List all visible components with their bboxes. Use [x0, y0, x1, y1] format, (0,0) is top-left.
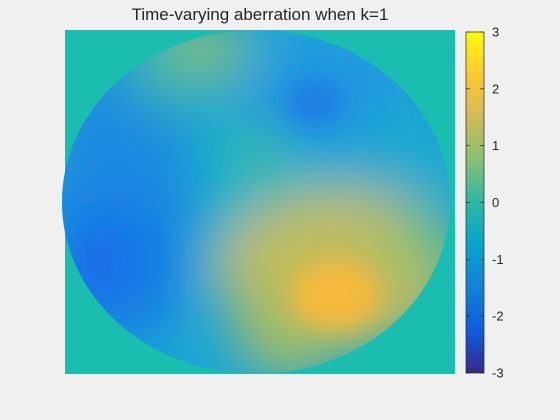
- colorbar-ticks: 3 2 1 0 -1 -2 -3: [466, 25, 504, 381]
- colorbar-tick-label: 1: [492, 138, 499, 153]
- colorbar-tick-label: -3: [492, 366, 504, 381]
- colorbar-tick-label: 0: [492, 195, 499, 210]
- colorbar-tick-label: 3: [492, 25, 499, 40]
- colorbar-tick-label: -1: [492, 252, 504, 267]
- colorbar: [466, 32, 484, 373]
- colorbar-tick-label: 2: [492, 81, 499, 96]
- chart-title: Time-varying aberration when k=1: [131, 5, 389, 24]
- aberration-map: [62, 30, 450, 374]
- colorbar-tick-label: -2: [492, 309, 504, 324]
